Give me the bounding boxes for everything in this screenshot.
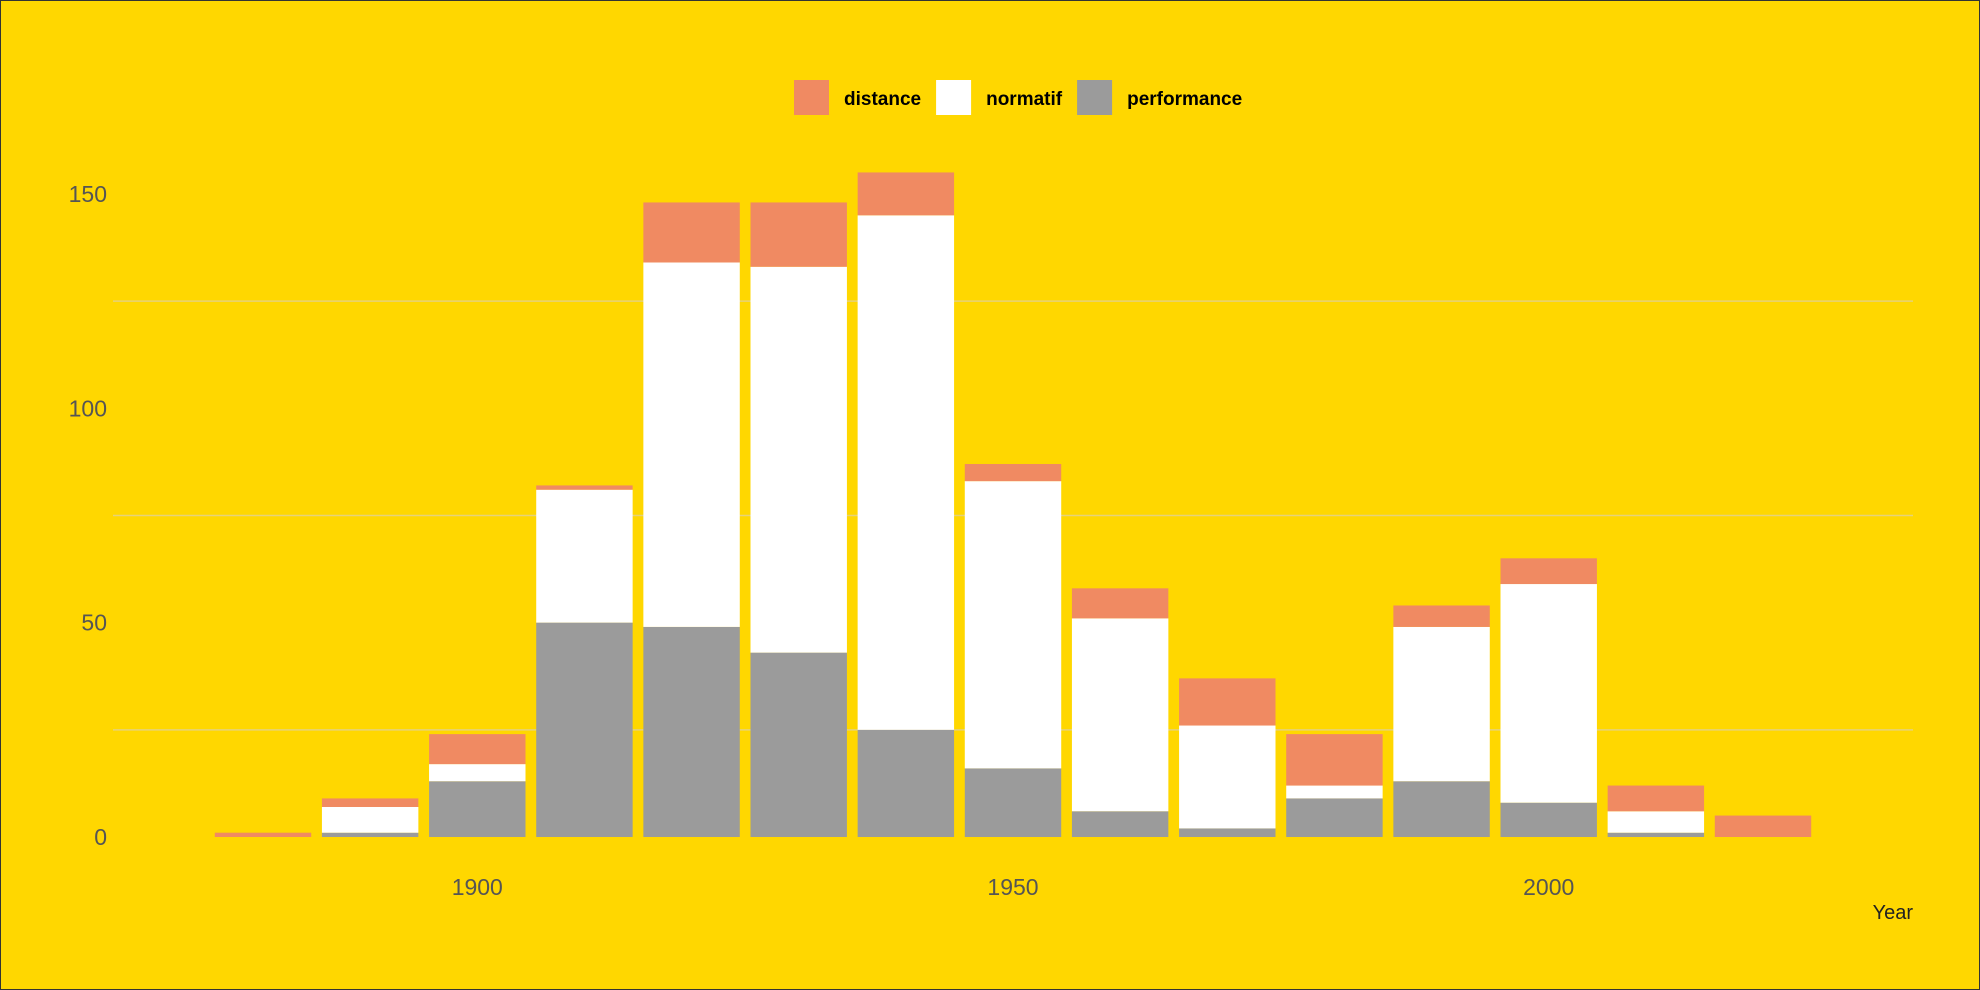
bar-normatif-1930 bbox=[750, 266, 847, 653]
bar-distance-1970 bbox=[1179, 678, 1276, 726]
bar-distance-2000 bbox=[1500, 558, 1597, 585]
bar-normatif-2010 bbox=[1607, 811, 1705, 833]
legend: distance normatif performance bbox=[794, 80, 1242, 115]
bar-performance-1980 bbox=[1286, 798, 1383, 837]
bar-distance-1910 bbox=[536, 485, 633, 490]
bar-distance-1920 bbox=[643, 202, 740, 263]
bar-normatif-1940 bbox=[857, 215, 955, 730]
x-axis-ticks: 1900 1950 2000 bbox=[452, 874, 1575, 900]
bar-normatif-1970 bbox=[1179, 725, 1276, 829]
bar-performance-1900 bbox=[429, 781, 526, 837]
bar-normatif-1900 bbox=[429, 764, 526, 782]
legend-swatch-normatif bbox=[936, 80, 972, 115]
x-tick-label: 2000 bbox=[1523, 874, 1574, 900]
bar-normatif-1890 bbox=[321, 806, 419, 833]
bar-distance-2020 bbox=[1714, 815, 1812, 837]
legend-swatch-distance bbox=[794, 80, 829, 115]
bar-performance-1910 bbox=[536, 622, 633, 837]
legend-label-performance: performance bbox=[1127, 89, 1242, 110]
bar-distance-1940 bbox=[857, 172, 955, 216]
bar-performance-1960 bbox=[1071, 811, 1169, 837]
bar-performance-1990 bbox=[1393, 781, 1490, 837]
bar-performance-1950 bbox=[964, 768, 1062, 837]
bar-normatif-1980 bbox=[1286, 785, 1383, 799]
bars bbox=[214, 172, 1812, 837]
bar-performance-1890 bbox=[321, 832, 419, 837]
bar-distance-1890 bbox=[321, 798, 419, 807]
legend-label-distance: distance bbox=[844, 89, 921, 110]
bar-normatif-2000 bbox=[1500, 584, 1597, 803]
bar-performance-2010 bbox=[1607, 832, 1705, 837]
bar-distance-2010 bbox=[1607, 785, 1705, 812]
y-tick-label: 150 bbox=[69, 181, 107, 207]
bar-distance-1900 bbox=[429, 734, 526, 765]
y-tick-label: 0 bbox=[94, 824, 107, 850]
bar-normatif-1910 bbox=[536, 489, 633, 623]
bar-distance-1980 bbox=[1286, 734, 1383, 786]
bar-normatif-1960 bbox=[1071, 618, 1169, 812]
x-tick-label: 1900 bbox=[452, 874, 503, 900]
bar-distance-1990 bbox=[1393, 605, 1490, 627]
bar-performance-1920 bbox=[643, 626, 740, 837]
legend-label-normatif: normatif bbox=[986, 89, 1063, 110]
y-tick-label: 50 bbox=[81, 610, 107, 636]
x-tick-label: 1950 bbox=[987, 874, 1038, 900]
bar-performance-2000 bbox=[1500, 802, 1597, 837]
bar-normatif-1950 bbox=[964, 481, 1062, 769]
bar-normatif-1990 bbox=[1393, 626, 1490, 782]
bar-distance-1930 bbox=[750, 202, 847, 267]
bar-performance-1930 bbox=[750, 652, 847, 837]
legend-swatch-performance bbox=[1077, 80, 1113, 115]
bar-distance-1960 bbox=[1071, 588, 1169, 619]
bar-distance-1880 bbox=[214, 832, 312, 837]
bar-performance-1970 bbox=[1179, 828, 1276, 837]
y-axis-ticks: 0 50 100 150 bbox=[69, 181, 107, 850]
y-tick-label: 100 bbox=[69, 395, 107, 421]
x-axis-title: Year bbox=[1873, 902, 1914, 924]
bar-distance-1950 bbox=[964, 463, 1062, 482]
bar-normatif-1920 bbox=[643, 262, 740, 627]
bar-performance-1940 bbox=[857, 729, 955, 837]
